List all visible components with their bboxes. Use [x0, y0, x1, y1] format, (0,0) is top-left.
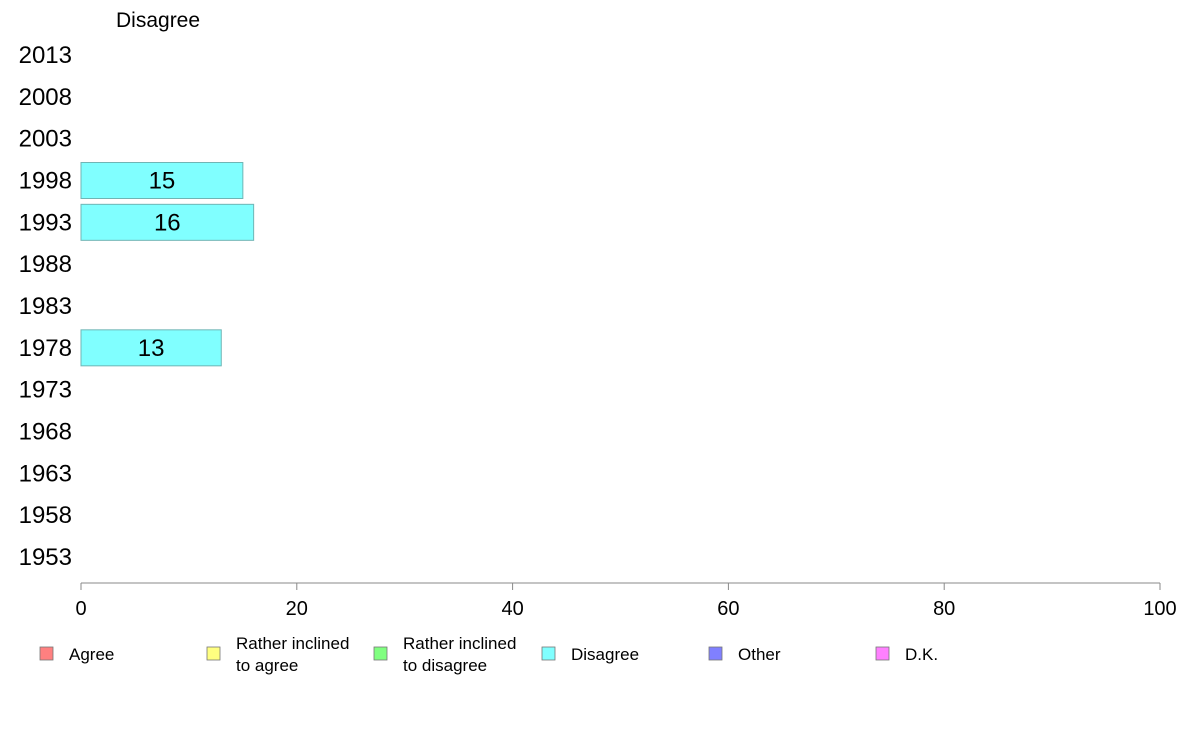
x-axis: 0 20 40 60 80 100 — [75, 582, 1177, 620]
legend-label: to disagree — [403, 656, 487, 675]
legend-label: Disagree — [571, 645, 639, 664]
legend-swatch-rather-inclined-to-agree — [206, 646, 221, 661]
legend-label: Rather inclined — [403, 634, 516, 653]
bar-1978 — [80, 329, 222, 367]
legend: Agree Rather inclined to agree Rather incli… — [39, 634, 938, 675]
y-label-1968: 1968 — [19, 419, 72, 446]
x-tick-label-0: 0 — [75, 598, 86, 620]
legend-label: to agree — [236, 656, 298, 675]
x-tick-label-60: 60 — [717, 598, 739, 620]
bar-1993 — [80, 203, 255, 241]
y-label-1973: 1973 — [19, 377, 72, 404]
x-tick-label-40: 40 — [501, 598, 523, 620]
y-label-1978: 1978 — [19, 335, 72, 362]
y-label-2013: 2013 — [19, 42, 72, 69]
data-label-1978: 13 — [138, 335, 165, 362]
y-label-1988: 1988 — [19, 251, 72, 278]
x-tick-label-20: 20 — [286, 598, 308, 620]
y-label-1998: 1998 — [19, 168, 72, 195]
y-axis-labels: 2013 2008 2003 1998 1993 1988 1983 1978 1973 1968… — [19, 42, 72, 571]
data-label-1993: 16 — [154, 209, 181, 236]
bar-1998 — [80, 162, 244, 199]
legend-swatch-rather-inclined-to-disagree — [373, 646, 388, 661]
y-label-2003: 2003 — [19, 126, 72, 153]
legend-label: Rather inclined — [236, 634, 349, 653]
legend-swatch-agree — [39, 646, 54, 661]
y-label-1963: 1963 — [19, 460, 72, 487]
x-tick-label-80: 80 — [933, 598, 955, 620]
legend-swatch-other — [708, 646, 723, 661]
y-label-2008: 2008 — [19, 84, 72, 111]
x-tick-label-100: 100 — [1143, 598, 1176, 620]
legend-label: Agree — [69, 645, 114, 664]
y-label-1958: 1958 — [19, 502, 72, 529]
legend-label: D.K. — [905, 645, 938, 664]
y-label-1953: 1953 — [19, 544, 72, 571]
legend-label: Other — [738, 645, 781, 664]
data-label-1998: 15 — [149, 168, 176, 195]
chart-title: Disagree — [116, 9, 200, 32]
bars: 15 16 13 — [80, 162, 255, 367]
legend-swatch-d-k- — [875, 646, 890, 661]
y-label-1983: 1983 — [19, 293, 72, 320]
legend-swatch-disagree — [541, 646, 556, 661]
y-label-1993: 1993 — [19, 209, 72, 236]
